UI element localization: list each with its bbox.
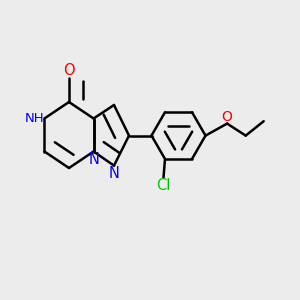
Text: Cl: Cl bbox=[156, 178, 171, 193]
Text: N: N bbox=[88, 152, 99, 166]
Text: O: O bbox=[222, 110, 232, 124]
Text: N: N bbox=[109, 166, 119, 181]
Text: O: O bbox=[63, 63, 75, 78]
Text: NH: NH bbox=[25, 112, 44, 125]
